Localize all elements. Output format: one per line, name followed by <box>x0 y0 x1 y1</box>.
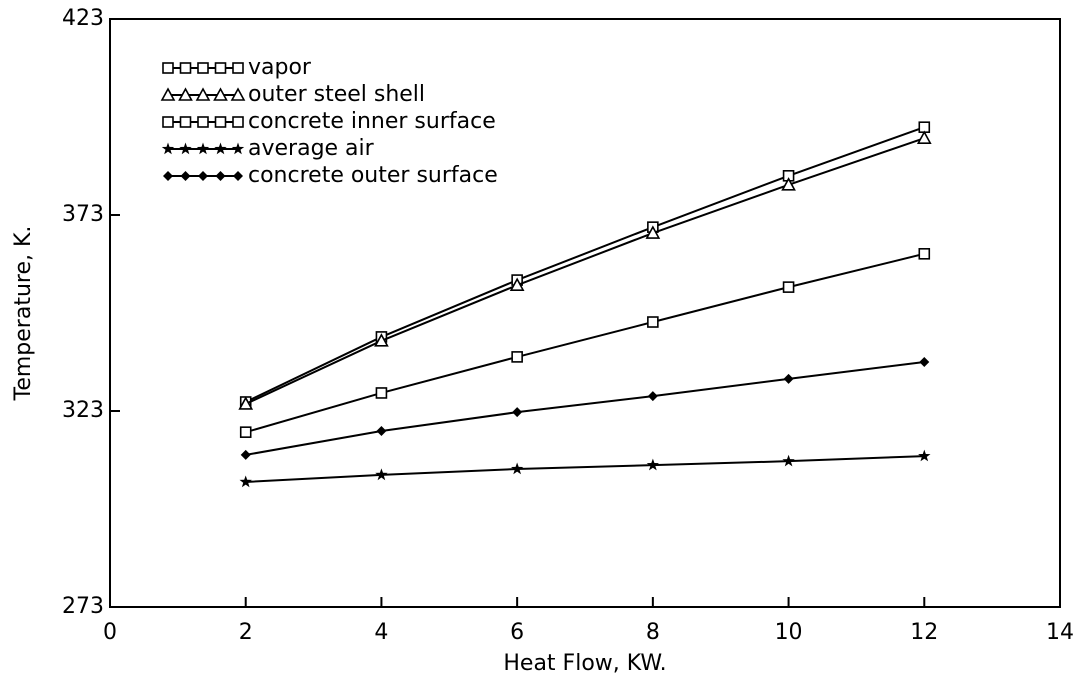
legend-marker <box>214 142 227 155</box>
legend-marker <box>179 62 192 74</box>
legend-label: vapor <box>248 55 312 80</box>
legend-marker <box>233 171 243 181</box>
data-point <box>783 373 794 384</box>
legend-marker <box>161 142 175 155</box>
data-point <box>782 281 795 293</box>
legend-marker <box>195 87 211 101</box>
data-point <box>918 248 931 260</box>
data-point <box>645 225 661 239</box>
x-tick-label: 14 <box>1046 620 1074 645</box>
legend-marker <box>179 142 192 155</box>
series-line <box>245 137 925 405</box>
series-line <box>245 455 925 483</box>
x-tick-label: 8 <box>646 620 660 645</box>
series-line <box>245 126 925 403</box>
data-point <box>509 277 525 291</box>
legend-label: concrete outer surface <box>248 163 498 188</box>
y-tick-label: 273 <box>62 594 104 619</box>
data-point <box>375 468 388 481</box>
legend-marker <box>230 87 246 101</box>
data-point <box>374 333 389 347</box>
data-point <box>511 462 524 475</box>
data-point <box>781 177 796 191</box>
legend-label: concrete inner surface <box>248 109 496 134</box>
data-point <box>646 458 659 471</box>
legend-marker <box>231 142 245 155</box>
data-point <box>918 449 931 462</box>
x-tick-label: 6 <box>510 620 524 645</box>
x-axis-label: Heat Flow, KW. <box>503 651 666 676</box>
data-point <box>916 130 932 144</box>
legend-marker <box>213 87 228 101</box>
data-point <box>239 426 252 438</box>
legend-marker <box>160 87 176 101</box>
data-point <box>238 396 254 410</box>
data-point <box>239 475 252 488</box>
x-tick-label: 4 <box>374 620 388 645</box>
series-line <box>245 361 925 456</box>
legend-marker <box>197 62 209 74</box>
data-point <box>919 357 930 367</box>
legend-marker <box>232 62 244 74</box>
data-point <box>240 449 251 460</box>
data-point <box>375 387 388 399</box>
legend-marker <box>197 116 209 128</box>
legend-marker <box>214 116 227 128</box>
legend-marker <box>162 62 174 74</box>
legend-marker <box>196 142 210 155</box>
data-point <box>511 351 523 363</box>
x-tick-label: 2 <box>239 620 253 645</box>
data-point <box>647 391 658 402</box>
data-point <box>512 407 523 418</box>
legend-marker <box>198 171 208 181</box>
y-tick-label: 423 <box>62 6 104 31</box>
legend-marker <box>180 171 191 181</box>
legend-marker <box>179 116 192 128</box>
legend-marker <box>214 62 227 74</box>
data-point <box>376 425 387 436</box>
y-axis-label: Temperature, K. <box>11 226 36 402</box>
series-line <box>245 252 925 434</box>
x-tick-label: 12 <box>910 620 938 645</box>
legend-marker <box>163 171 173 181</box>
y-tick-label: 323 <box>62 398 104 423</box>
data-point <box>782 454 795 467</box>
x-tick-label: 0 <box>103 620 117 645</box>
legend-marker <box>162 116 174 128</box>
legend-marker <box>215 171 226 181</box>
legend-label: outer steel shell <box>248 82 425 107</box>
legend-marker <box>178 87 193 101</box>
x-tick-label: 10 <box>775 620 803 645</box>
plot-frame <box>109 18 1061 608</box>
legend-label: average air <box>248 136 375 161</box>
legend-marker <box>232 116 244 128</box>
y-tick-label: 373 <box>62 202 104 227</box>
data-point <box>647 316 659 328</box>
